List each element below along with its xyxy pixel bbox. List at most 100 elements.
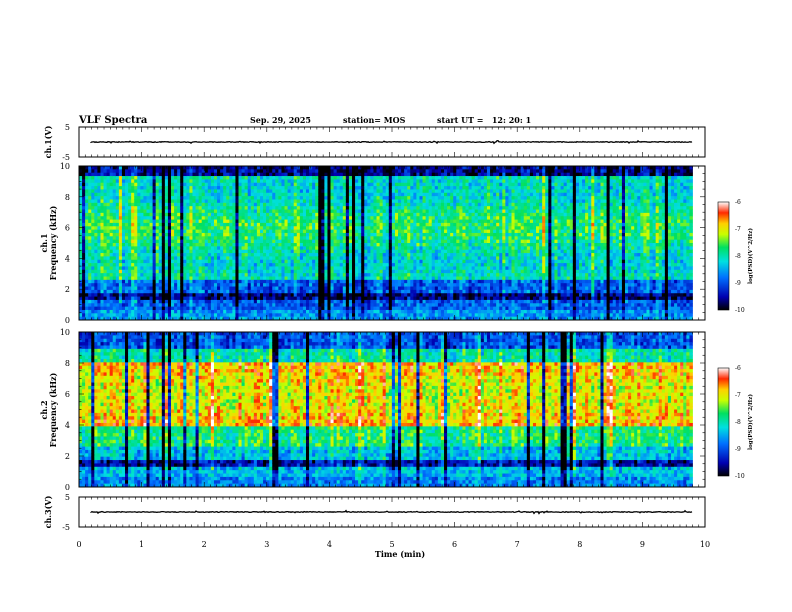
spectrogram-cell (220, 176, 224, 180)
spectrogram-cell (100, 239, 104, 244)
spectrogram-cell (250, 239, 255, 244)
spectrogram-cell (318, 232, 322, 237)
spectrogram-cell (174, 202, 178, 207)
spectrogram-cell (324, 169, 328, 174)
spectrogram-cell (398, 226, 402, 231)
spectrogram-cell (269, 276, 273, 281)
spectrogram-cell (183, 266, 187, 271)
spectrogram-cell (333, 226, 338, 231)
spectrogram-cell (229, 316, 233, 321)
spectrogram-cell (121, 289, 126, 294)
spectrogram-cell (238, 212, 242, 217)
spectrogram-cell (149, 289, 154, 294)
spectrogram-cell (321, 179, 325, 184)
spectrogram-cell (195, 216, 200, 220)
spectrogram-cell (134, 266, 138, 271)
spectrogram-cell (364, 216, 368, 220)
spectrogram-cell (247, 239, 252, 244)
spectrogram-cell (312, 199, 316, 204)
spectrogram-cell (244, 286, 249, 291)
spectrogram-cell (376, 249, 381, 254)
spectrogram-cell (88, 243, 92, 247)
spectrogram-cell (398, 206, 402, 210)
spectrogram-cell (321, 299, 325, 304)
spectrogram-cell (232, 202, 236, 207)
spectrogram-cell (278, 293, 282, 297)
spectrogram-cell (171, 222, 175, 227)
spectrogram-cell (235, 206, 239, 210)
spectrogram-cell (266, 269, 270, 274)
spectrogram-cell (275, 263, 279, 267)
spectrogram-cell (79, 222, 83, 227)
spectrogram-cell (183, 199, 187, 204)
spectrogram-cell (226, 189, 230, 194)
spectrogram-cell (342, 189, 347, 194)
spectrogram-cell (238, 239, 242, 244)
spectrogram-cell (220, 232, 224, 237)
spectrogram-cell (94, 259, 98, 264)
spectrogram-cell (171, 226, 175, 231)
spectrogram-cell (213, 246, 218, 251)
spectrogram-cell (100, 283, 104, 287)
spectrogram-cell (281, 246, 285, 251)
spectrogram-cell (333, 289, 338, 294)
spectrogram-cell (204, 283, 209, 287)
spectrogram-cell (302, 182, 307, 187)
spectrogram-cell (401, 296, 405, 301)
spectrogram-cell (324, 192, 328, 197)
spectrogram-cell (364, 236, 368, 241)
spectrogram-cell (149, 306, 154, 311)
spectrogram-cell (201, 303, 206, 308)
spectrogram-cell (333, 299, 338, 304)
spectrogram-cell (266, 199, 270, 204)
spectrogram-cell (121, 276, 126, 281)
spectrogram-cell (324, 199, 328, 204)
spectrogram-cell (281, 269, 285, 274)
spectrogram-cell (195, 273, 200, 277)
spectrogram-cell (266, 216, 270, 220)
spectrogram-cell (309, 212, 313, 217)
spectrogram-cell (410, 212, 414, 217)
spectrogram-cell (140, 293, 144, 297)
spectrogram-cell (109, 296, 114, 301)
spectrogram-cell (352, 236, 356, 241)
spectrogram-cell (367, 303, 371, 308)
spectrogram-cell (109, 219, 114, 224)
spectrogram-cell (244, 249, 249, 254)
spectrogram-cell (333, 243, 338, 247)
spectrogram-cell (367, 269, 371, 274)
spectrogram-cell (229, 186, 233, 190)
spectrogram-cell (164, 276, 169, 281)
spectrogram-cell (115, 232, 120, 237)
spectrogram-cell (352, 279, 356, 284)
spectrogram-cell (244, 243, 249, 247)
spectrogram-cell (226, 192, 230, 197)
spectrogram-cell (324, 286, 328, 291)
spectrogram-cell (352, 259, 356, 264)
spectrogram-cell (253, 209, 258, 214)
spectrogram-cell (79, 236, 83, 241)
spectrogram-cell (232, 309, 236, 314)
spectrogram-cell (125, 192, 129, 197)
spectrogram-cell (177, 172, 181, 177)
spectrogram-cell (91, 186, 95, 190)
spectrogram-cell (207, 192, 212, 197)
spectrogram-cell (373, 212, 377, 217)
spectrogram-cell (140, 232, 144, 237)
spectrogram-cell (352, 299, 356, 304)
spectrogram-cell (235, 296, 239, 301)
spectrogram-cell (253, 253, 258, 257)
spectrogram-cell (256, 259, 261, 264)
spectrogram-cell (232, 222, 236, 227)
spectrogram-cell (177, 253, 181, 257)
spectrogram-cell (155, 216, 160, 220)
spectrogram-cell (213, 243, 218, 247)
spectrogram-cell (91, 232, 95, 237)
spectrogram-cell (327, 276, 331, 281)
spectrogram-cell (382, 313, 387, 318)
spectrogram-cell (388, 226, 393, 231)
spectrogram-cell (201, 169, 206, 174)
spectrogram-cell (121, 182, 126, 187)
spectrogram-cell (109, 236, 114, 241)
